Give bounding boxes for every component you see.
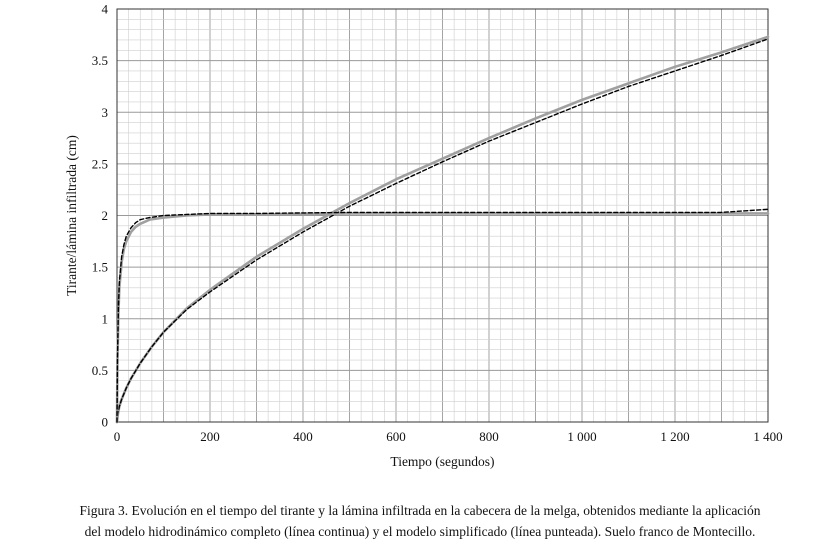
x-axis-label: Tiempo (segundos) <box>390 454 494 469</box>
x-tick-label: 0 <box>114 429 121 444</box>
caption-line-2: del modelo hidrodinámico completo (línea… <box>84 524 756 539</box>
series-dashed-2 <box>116 38 769 423</box>
y-tick-label: 3.5 <box>92 53 108 68</box>
y-tick-label: 3 <box>102 105 109 120</box>
y-tick-label: 1.5 <box>92 260 108 275</box>
x-tick-label: 1 000 <box>567 429 596 444</box>
y-tick-label: 0 <box>102 415 109 430</box>
figure-caption: Figura 3. Evolución en el tiempo del tir… <box>0 500 840 542</box>
x-tick-label: 600 <box>386 429 406 444</box>
series-layer <box>115 35 770 424</box>
x-tick-label: 200 <box>200 429 220 444</box>
y-tick-label: 2.5 <box>92 156 108 171</box>
plot-area <box>116 8 769 423</box>
y-tick-label: 0.5 <box>92 363 108 378</box>
x-tick-label: 800 <box>479 429 499 444</box>
tick-labels: 0 200 400 600 800 1 000 1 200 1 400 0 0.5 1 1.5 2 2.5… <box>92 2 783 445</box>
x-tick-label: 1 200 <box>660 429 689 444</box>
y-tick-label: 2 <box>102 208 109 223</box>
chart: 0 200 400 600 800 1 000 1 200 1 400 0 0.5 1 1.5 2 2.5… <box>64 2 783 470</box>
x-tick-label: 400 <box>293 429 313 444</box>
y-tick-label: 1 <box>102 311 109 326</box>
caption-line-1: Figura 3. Evolución en el tiempo del tir… <box>79 503 761 518</box>
y-tick-label: 4 <box>102 2 109 17</box>
x-tick-label: 1 400 <box>753 429 782 444</box>
y-axis-label: Tirante/lámina infiltrada (cm) <box>64 135 79 296</box>
series-dashed-4 <box>116 208 769 423</box>
